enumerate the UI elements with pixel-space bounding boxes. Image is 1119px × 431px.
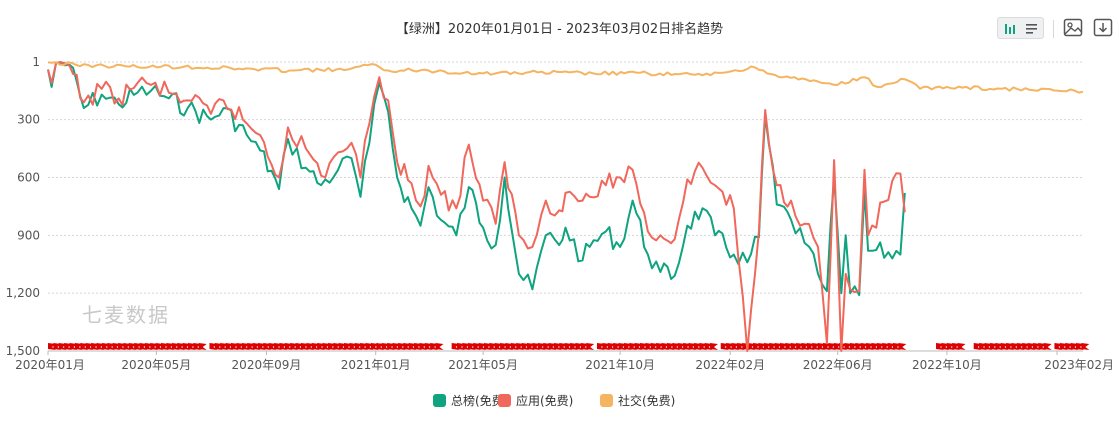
event-markers <box>48 343 1090 351</box>
list-view-button[interactable] <box>1020 17 1044 39</box>
legend-label: 应用(免费) <box>516 393 573 408</box>
series-lines <box>47 61 1084 352</box>
y-tick-label: 1 <box>32 55 40 69</box>
save-image-button[interactable] <box>1062 17 1084 39</box>
x-tick-label: 2022年10月 <box>912 358 982 372</box>
toolbar-divider <box>1053 20 1054 38</box>
download-button[interactable] <box>1092 17 1114 39</box>
image-icon <box>1063 18 1083 37</box>
y-tick-label: 1,200 <box>6 286 40 300</box>
legend-swatch <box>600 394 613 407</box>
x-tick-label: 2020年05月 <box>121 358 191 372</box>
event-flag-marker <box>1043 343 1052 351</box>
x-tick-label: 2021年01月 <box>341 358 411 372</box>
download-icon <box>1093 18 1113 37</box>
y-axis-ticks: 1 300 600 900 1,200 1,500 <box>6 55 40 358</box>
list-icon <box>1026 24 1037 34</box>
y-tick-label: 600 <box>17 170 40 184</box>
chart-title: 【绿洲】2020年01月01日 - 2023年03月02日排名趋势 <box>395 22 724 37</box>
x-tick-label: 2021年05月 <box>448 358 518 372</box>
x-tick-label: 2020年01月 <box>15 358 85 372</box>
watermark: 七麦数据 <box>82 303 170 327</box>
y-tick-label: 1,500 <box>6 344 40 358</box>
legend: 总榜(免费) 应用(免费) 社交(免费) <box>433 393 675 408</box>
event-flag-marker <box>898 343 907 351</box>
x-tick-label: 2021年10月 <box>585 358 655 372</box>
event-flag-marker <box>957 343 966 351</box>
x-tick-label: 2022年06月 <box>803 358 873 372</box>
x-axis-ticks: 2020年01月 2020年05月 2020年09月 2021年01月 2021年05月… <box>15 351 1114 372</box>
legend-swatch <box>498 394 511 407</box>
event-flag-marker <box>586 343 595 351</box>
bar-chart-icon <box>1005 24 1015 34</box>
y-tick-label: 300 <box>17 113 40 127</box>
y-tick-label: 900 <box>17 228 40 242</box>
legend-swatch <box>433 394 446 407</box>
bar-chart-view-button[interactable] <box>997 17 1021 39</box>
legend-label: 总榜(免费) <box>451 393 508 408</box>
x-tick-label: 2022年02月 <box>695 358 765 372</box>
event-flag-marker <box>1081 343 1090 351</box>
x-tick-label: 2023年02月 <box>1044 358 1114 372</box>
x-tick-label: 2020年09月 <box>232 358 302 372</box>
event-flag-marker <box>709 343 718 351</box>
event-flag-marker <box>435 343 444 351</box>
event-flag-marker <box>198 343 207 351</box>
series-line-3 <box>47 61 1084 94</box>
series-line-2 <box>47 61 906 352</box>
grid-lines <box>48 61 1083 352</box>
legend-label: 社交(免费) <box>618 393 675 408</box>
